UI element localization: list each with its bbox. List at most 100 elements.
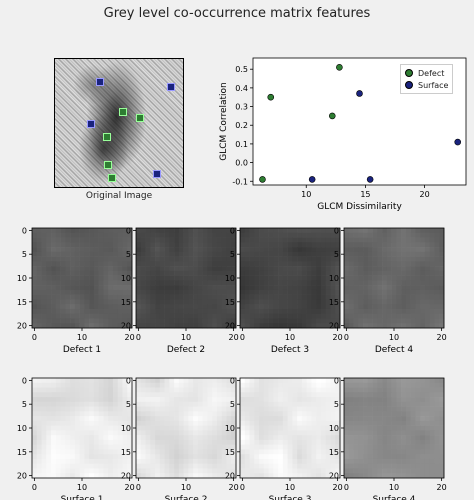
patch-cell [117, 401, 123, 407]
patch-cell [391, 251, 397, 257]
patch-cell [55, 313, 61, 319]
patch-cell [320, 473, 327, 479]
patch-cell [65, 261, 71, 267]
patch-cell [136, 256, 142, 262]
patch-cell [207, 242, 213, 248]
patch-cell [335, 449, 341, 455]
patch-cell [145, 251, 151, 257]
patch-cell [216, 439, 223, 445]
patch-cell [221, 397, 227, 403]
patch-cell [74, 294, 80, 300]
patch-cell [278, 378, 284, 384]
patch-cell [415, 275, 421, 281]
patch-cell [372, 266, 378, 272]
patch-cell [41, 435, 47, 441]
patch-cell [344, 228, 350, 234]
scatter-point-surface [366, 176, 374, 183]
patch-cell [169, 308, 175, 315]
patch-cell [32, 401, 38, 407]
patch-cell [51, 378, 57, 384]
patch-cell [372, 323, 378, 329]
patch-cell [221, 435, 227, 441]
patch-cell [212, 425, 218, 431]
patch-cell [183, 242, 189, 248]
patch-cell [420, 420, 426, 426]
patch-cell [159, 256, 165, 262]
patch-cell [401, 313, 407, 319]
patch-cell [103, 294, 109, 300]
patch-cell [216, 313, 223, 319]
patch-cell [316, 416, 322, 422]
patch-cell [108, 228, 114, 234]
patch-cell [434, 378, 440, 384]
patch-cell [429, 444, 435, 450]
patch-cell [51, 270, 57, 276]
patch-cell [391, 232, 397, 238]
patch-cell [292, 256, 298, 262]
patch-cell [396, 251, 402, 257]
patch-cell [396, 313, 402, 319]
patch-cell [301, 313, 307, 319]
patch-cell [207, 299, 213, 305]
patch-cell [382, 430, 388, 436]
patch-cell [207, 323, 213, 329]
defect-marker [136, 113, 145, 122]
patch-cell [216, 237, 223, 243]
patch-y-tick-label: 5 [22, 400, 27, 409]
patch-cell [263, 237, 269, 243]
patch-cell [60, 232, 66, 238]
patch-cell [358, 463, 364, 469]
patch-cell [372, 397, 378, 403]
patch-cell [41, 430, 47, 436]
patch-cell [226, 473, 232, 479]
patch-cell [112, 397, 119, 403]
patch-cell [249, 473, 255, 479]
patch-cell [74, 449, 80, 455]
patch-cell [136, 323, 142, 329]
patch-cell [145, 308, 151, 315]
patch-cell [353, 420, 359, 426]
patch-cell [98, 289, 104, 295]
patch-cell [405, 430, 411, 436]
patch-cell [117, 444, 123, 450]
patch-cell [410, 430, 416, 436]
patch-cell [51, 228, 57, 234]
patch-cell [439, 304, 445, 310]
patch-cell [311, 237, 317, 243]
patch-cell [188, 378, 194, 384]
patch-cell [292, 266, 298, 272]
patch-cell [36, 397, 42, 403]
patch-cell [249, 247, 255, 253]
patch-cell [287, 444, 293, 450]
patch-cell [249, 280, 255, 286]
patch-cell [325, 387, 331, 393]
patch-cell [89, 242, 95, 248]
patch-cell [367, 280, 373, 286]
patch-cell [325, 406, 331, 412]
patch-cell [127, 458, 133, 465]
patch-cell [396, 247, 402, 253]
patch-cell [268, 280, 274, 286]
patch-cell [117, 266, 123, 272]
patch-cell [84, 304, 90, 310]
patch-cell [249, 323, 255, 329]
patch-cell [424, 463, 431, 469]
patch-cell [193, 468, 199, 474]
patch-cell [292, 285, 298, 291]
patch-cell [330, 468, 336, 474]
patch-cell [193, 232, 199, 238]
patch-cell [159, 392, 165, 398]
patch-cell [136, 289, 142, 295]
patch-cell [193, 247, 199, 253]
patch-cell [212, 430, 218, 436]
patch-cell [108, 242, 114, 248]
patch-cell [382, 406, 388, 412]
patch-cell [396, 289, 402, 295]
patch-cell [273, 463, 279, 469]
patch-cell [282, 228, 288, 234]
patch-cell [401, 425, 407, 431]
patch-cell [335, 378, 341, 384]
patch-cell [127, 406, 133, 412]
patch-cell [240, 454, 246, 460]
patch-cell [221, 406, 227, 412]
